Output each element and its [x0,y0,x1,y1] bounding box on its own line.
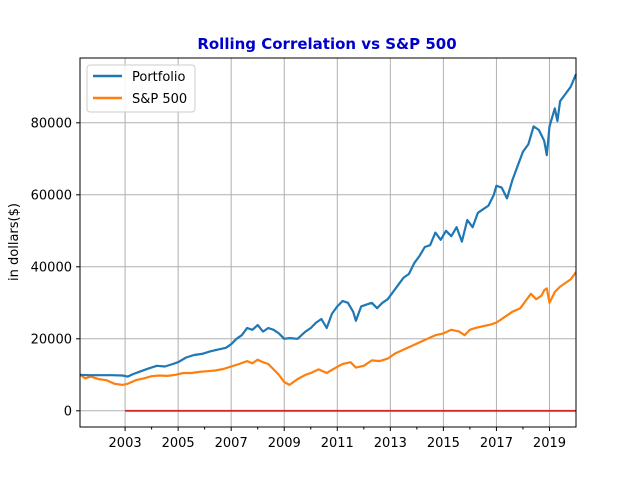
series-line-s-p-500 [79,271,577,386]
y-tick-label-20000: 20000 [31,332,72,347]
x-tick-label-2017: 2017 [480,436,513,451]
legend-label-sp500: S&P 500 [132,92,187,107]
x-tick-label-2013: 2013 [374,436,407,451]
x-tick-label-2007: 2007 [215,436,248,451]
series-layer [79,73,578,412]
x-tick-label-2019: 2019 [533,436,566,451]
x-tick-label-2005: 2005 [162,436,195,451]
y-axis-label: in dollars($) [7,203,22,281]
x-tick-label-2011: 2011 [321,436,354,451]
chart-title: Rolling Correlation vs S&P 500 [197,35,456,53]
x-tick-label-2009: 2009 [268,436,301,451]
legend: Portfolio S&P 500 [86,64,196,113]
x-tick-label-2003: 2003 [109,436,142,451]
y-tick-label-0: 0 [64,404,72,419]
y-tick-label-40000: 40000 [31,260,72,275]
legend-label-portfolio: Portfolio [132,70,186,85]
y-tick-label-60000: 60000 [31,188,72,203]
series-line-portfolio [79,73,578,378]
plot-frame [79,57,577,428]
tick-layer: 2003 2005 2007 2009 2011 2013 2015 2017 2019 0 200… [31,116,566,451]
y-tick-label-80000: 80000 [31,116,72,131]
x-tick-label-2015: 2015 [427,436,460,451]
